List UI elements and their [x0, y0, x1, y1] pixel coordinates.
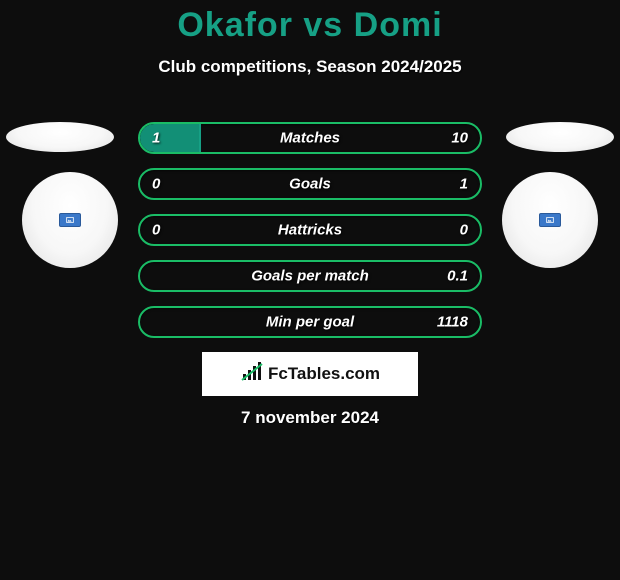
player-left-badge: [22, 172, 118, 268]
stat-bar-label: Matches: [280, 130, 340, 147]
stat-bar: Min per goal 1118: [138, 306, 482, 338]
stat-bar-right-value: 0: [460, 222, 468, 239]
stat-bar-left-value: 1: [152, 130, 160, 147]
logo-text: FcTables.com: [268, 364, 380, 384]
player-right-flat-badge: [506, 122, 614, 152]
stat-bar-right-value: 0.1: [447, 268, 468, 285]
player-right-badge: [502, 172, 598, 268]
date-line: 7 november 2024: [0, 408, 620, 428]
stat-bar: Matches 1 10: [138, 122, 482, 154]
stat-bar-fill-left: [140, 124, 201, 152]
stat-bar: Goals per match 0.1: [138, 260, 482, 292]
placeholder-flag-icon: [59, 213, 81, 227]
subtitle: Club competitions, Season 2024/2025: [0, 57, 620, 77]
stat-bar-label: Goals per match: [251, 268, 369, 285]
stat-bar-right-value: 10: [451, 130, 468, 147]
stat-bar-label: Goals: [289, 176, 331, 193]
stat-bar-left-value: 0: [152, 222, 160, 239]
stat-bar-label: Min per goal: [266, 314, 354, 331]
page-title: Okafor vs Domi: [0, 0, 620, 45]
stat-bar-left-value: 0: [152, 176, 160, 193]
player-left-flat-badge: [6, 122, 114, 152]
fctables-logo[interactable]: FcTables.com: [202, 352, 418, 396]
stat-bar-right-value: 1118: [437, 314, 468, 331]
stat-bar-right-value: 1: [460, 176, 468, 193]
comparison-bars: Matches 1 10 Goals 0 1 Hattricks 0 0 Goals per ma…: [138, 122, 482, 352]
stat-bar: Goals 0 1: [138, 168, 482, 200]
stat-bar-label: Hattricks: [278, 222, 342, 239]
placeholder-flag-icon: [539, 213, 561, 227]
stat-bar: Hattricks 0 0: [138, 214, 482, 246]
chart-bars-icon: [240, 360, 264, 389]
